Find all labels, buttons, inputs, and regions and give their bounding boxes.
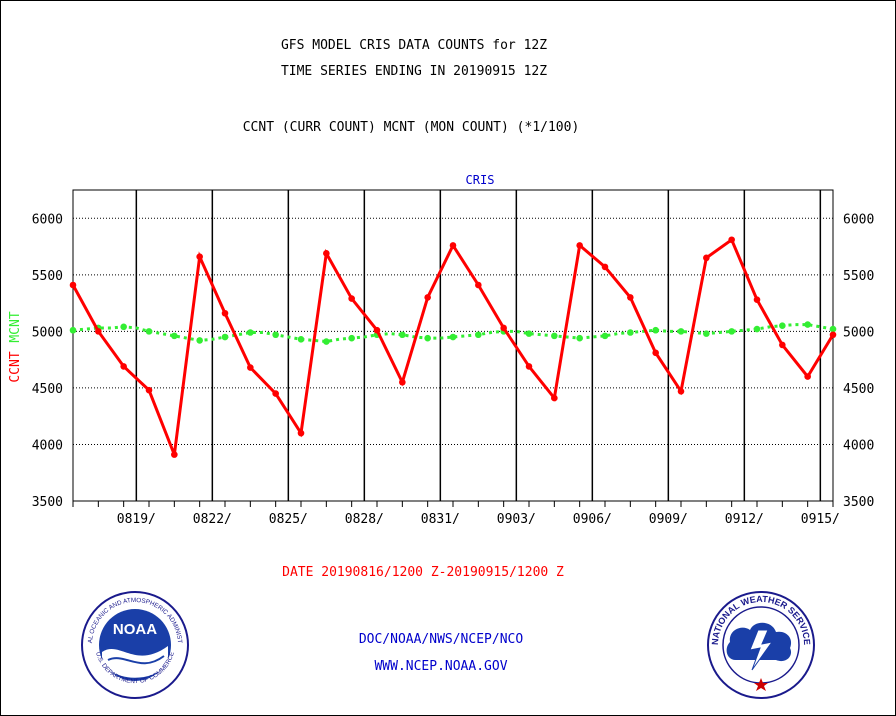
y-tick-label-left: 3500 xyxy=(32,495,63,510)
point-ccnt xyxy=(196,253,203,261)
point-ccnt xyxy=(297,429,305,437)
point-mcnt xyxy=(145,328,153,335)
point-mcnt xyxy=(551,332,558,340)
y-tick-label-right: 3500 xyxy=(843,495,874,510)
x-tick-label: 0912/ xyxy=(725,512,764,527)
point-mcnt xyxy=(652,326,659,334)
chart-subtitle: CCNT (CURR COUNT) MCNT (MON COUNT) (*1/1… xyxy=(242,120,580,135)
x-tick-label: 0822/ xyxy=(193,512,232,527)
point-ccnt xyxy=(525,363,533,370)
point-mcnt xyxy=(424,334,431,342)
point-ccnt xyxy=(627,294,634,301)
point-mcnt xyxy=(247,329,254,336)
point-mcnt xyxy=(804,321,811,328)
point-mcnt xyxy=(829,325,837,333)
nws-logo: NATIONAL WEATHER SERVICE xyxy=(707,591,815,699)
point-mcnt xyxy=(576,334,583,342)
title-line-2: TIME SERIES ENDING IN 20190915 12Z xyxy=(280,64,548,79)
point-ccnt xyxy=(247,364,254,371)
chart-title: CRIS xyxy=(466,173,495,187)
point-ccnt xyxy=(171,451,178,458)
point-ccnt xyxy=(399,378,406,386)
x-tick-label: 0915/ xyxy=(801,512,840,527)
point-ccnt xyxy=(69,281,77,289)
point-ccnt xyxy=(829,331,837,339)
y-tick-label-right: 4000 xyxy=(843,438,874,453)
point-ccnt xyxy=(221,309,229,317)
y-tick-label-left: 4000 xyxy=(32,438,63,453)
org-line: DOC/NOAA/NWS/NCEP/NCO xyxy=(358,632,524,647)
point-mcnt xyxy=(323,338,330,345)
point-ccnt xyxy=(601,263,609,271)
point-ccnt xyxy=(449,242,457,249)
point-mcnt xyxy=(728,328,735,335)
x-tick-label: 0831/ xyxy=(421,512,460,527)
point-mcnt xyxy=(69,326,77,334)
point-mcnt xyxy=(171,332,178,340)
y-axis-label-ccnt: CCNT xyxy=(8,351,23,382)
point-mcnt xyxy=(525,330,533,337)
point-mcnt xyxy=(221,333,229,341)
point-ccnt xyxy=(677,388,685,395)
y-tick-label-right: 5000 xyxy=(843,325,874,340)
noaa-logo: NOAA NATIONAL OCEANIC AND ATMOSPHERIC AD… xyxy=(80,590,189,699)
x-tick-label: 0909/ xyxy=(649,512,688,527)
title-line-1: GFS MODEL CRIS DATA COUNTS for 12Z xyxy=(280,38,548,53)
y-tick-label-left: 6000 xyxy=(32,212,63,227)
x-tick-label: 0825/ xyxy=(269,512,308,527)
point-ccnt xyxy=(779,341,786,349)
point-mcnt xyxy=(399,331,406,339)
x-tick-label: 0828/ xyxy=(345,512,384,527)
point-ccnt xyxy=(728,236,735,244)
point-mcnt xyxy=(601,332,609,340)
point-ccnt xyxy=(652,349,659,357)
x-tick-label: 0903/ xyxy=(497,512,536,527)
y-tick-label-right: 6000 xyxy=(843,212,874,227)
y-axis-label-mcnt: MCNT xyxy=(8,311,23,342)
x-tick-label: 0819/ xyxy=(117,512,156,527)
point-ccnt xyxy=(475,281,482,289)
point-ccnt xyxy=(120,363,127,370)
point-mcnt xyxy=(475,331,482,339)
point-ccnt xyxy=(348,295,355,302)
point-mcnt xyxy=(753,325,761,333)
date-range: DATE 20190816/1200 Z-20190915/1200 Z xyxy=(282,565,564,580)
point-ccnt xyxy=(753,296,761,303)
point-ccnt xyxy=(804,373,811,380)
point-mcnt xyxy=(627,329,634,336)
noaa-logo-text: NOAA xyxy=(113,621,157,638)
y-tick-label-right: 4500 xyxy=(843,382,874,397)
point-ccnt xyxy=(551,394,558,402)
point-mcnt xyxy=(449,333,457,341)
point-ccnt xyxy=(323,250,330,257)
point-mcnt xyxy=(120,323,127,331)
point-ccnt xyxy=(500,324,507,332)
y-tick-label-left: 5000 xyxy=(32,325,63,340)
point-mcnt xyxy=(779,322,786,330)
point-ccnt xyxy=(373,326,381,334)
point-ccnt xyxy=(424,294,431,301)
point-mcnt xyxy=(348,334,355,342)
url-line: WWW.NCEP.NOAA.GOV xyxy=(374,659,508,674)
point-mcnt xyxy=(297,335,305,343)
y-tick-label-left: 5500 xyxy=(32,269,63,284)
point-ccnt xyxy=(272,390,279,397)
y-tick-label-right: 5500 xyxy=(843,269,874,284)
point-ccnt xyxy=(145,386,153,394)
series-line-ccnt xyxy=(71,237,835,456)
point-mcnt xyxy=(196,337,203,344)
point-ccnt xyxy=(576,242,583,249)
point-mcnt xyxy=(677,328,685,335)
point-ccnt xyxy=(95,328,102,335)
y-tick-label-left: 4500 xyxy=(32,382,63,397)
point-mcnt xyxy=(272,331,279,339)
point-mcnt xyxy=(703,330,710,337)
point-ccnt xyxy=(703,254,710,262)
x-tick-label: 0906/ xyxy=(573,512,612,527)
